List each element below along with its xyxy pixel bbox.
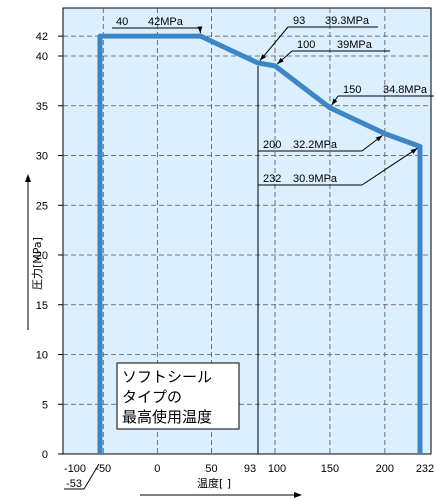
- annotation-arrowhead: [277, 57, 284, 64]
- callout-line-2: タイプの: [122, 388, 182, 406]
- grid-lines: [63, 8, 431, 454]
- annotation-value: 39.3MPa: [325, 15, 370, 27]
- callout-line-1: ソフトシール: [122, 368, 212, 386]
- x-tick-label: 93: [244, 463, 256, 475]
- x-tick-label: 150: [321, 463, 339, 475]
- annotation-temp: 93: [293, 15, 305, 27]
- annotation-arrowhead: [197, 26, 203, 34]
- callout-box: ソフトシール タイプの 最高使用温度: [116, 362, 240, 430]
- x-tick-label: 50: [205, 463, 217, 475]
- annotation-temp: 40: [116, 16, 128, 28]
- x-axis-label: 温度[ ]: [140, 476, 302, 498]
- y-tick-label: 40: [36, 51, 48, 63]
- series-line: [97, 33, 423, 454]
- y-tick-label: 42: [36, 31, 48, 43]
- x-tick-label: 232: [416, 463, 434, 475]
- y-tick-label: 35: [36, 101, 48, 113]
- x-tick-label: -50: [95, 463, 111, 475]
- y-axis-arrow-head: [25, 174, 31, 182]
- y-tick-label: 20: [36, 250, 48, 262]
- x-axis-title: 温度[ ]: [197, 476, 231, 490]
- x-tick-label: 100: [268, 463, 286, 475]
- y-tick-labels: 0 5 10 15 20 25 30 35 40 42: [36, 31, 63, 461]
- annotation-temp: 232: [263, 173, 281, 185]
- annotation-arrowhead: [410, 148, 418, 154]
- annotation-temp: 150: [343, 84, 361, 96]
- x-tick-labels: -100 -50 0 50 93 100 150 200 232 -53: [64, 463, 434, 490]
- y-tick-label: 0: [42, 449, 48, 461]
- y-tick-label: 5: [42, 399, 48, 411]
- y-tick-label: 15: [36, 300, 48, 312]
- y-tick-label: 30: [36, 151, 48, 163]
- x-tick-label: 0: [154, 463, 160, 475]
- annotation-value: 34.8MPa: [383, 84, 428, 96]
- annotation-arrowhead: [259, 54, 266, 61]
- annotations: 40 42MPa 93 39.3MPa 100 39MPa 150 34.8MPa 200 32.…: [112, 15, 434, 186]
- callout-line-3: 最高使用温度: [122, 408, 212, 426]
- y-tick-label: 10: [36, 350, 48, 362]
- annotation-value: 39MPa: [337, 39, 373, 51]
- callout-frame: [116, 362, 240, 430]
- x-tick-label: -100: [64, 463, 86, 475]
- annotation-leader: [259, 26, 289, 61]
- annotation-leader: [361, 147, 418, 186]
- x-tick-label: 200: [376, 463, 394, 475]
- annotation-arrowhead: [331, 98, 338, 106]
- annotation-temp: 100: [297, 39, 315, 51]
- y-axis-title: 圧力[MPa]: [31, 237, 44, 290]
- x-tick-extra-leader: [83, 463, 100, 490]
- annotation-value: 32.2MPa: [293, 139, 338, 151]
- y-tick-label: 25: [36, 200, 48, 212]
- annotation-temp: 200: [263, 139, 281, 151]
- annotation-value: 30.9MPa: [293, 173, 338, 185]
- y-axis-label: 圧力[MPa]: [25, 174, 44, 330]
- x-axis-arrow-head: [294, 492, 302, 498]
- annotation-arrowhead: [375, 135, 383, 142]
- x-tick-label-extra: -53: [66, 478, 82, 490]
- annotation-value: 42MPa: [148, 16, 184, 28]
